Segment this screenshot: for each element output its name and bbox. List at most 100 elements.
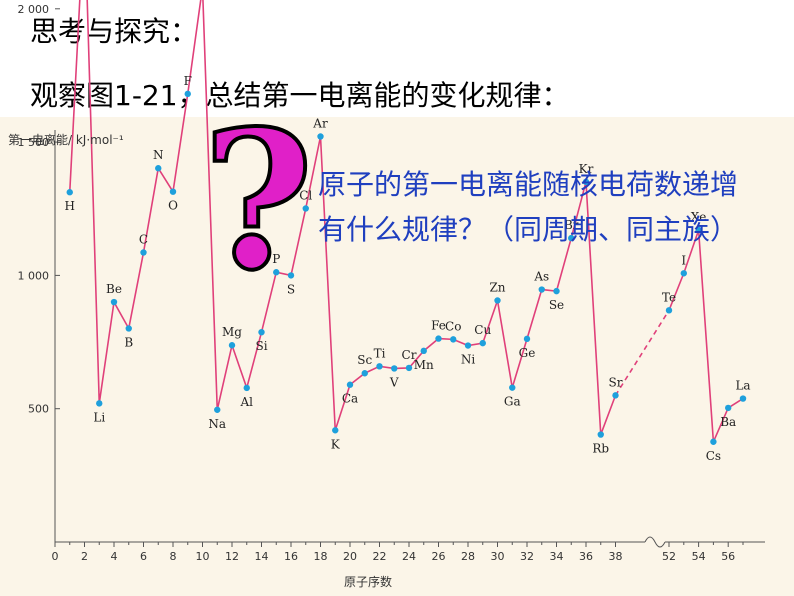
y-tick-label: 2 000 — [18, 3, 50, 16]
data-point-Mg — [228, 342, 236, 349]
x-tick-label: 18 — [314, 550, 328, 563]
element-label-Cr: Cr — [402, 348, 417, 362]
element-label-Kr: Kr — [579, 162, 594, 176]
x-tick-label: 54 — [692, 550, 706, 563]
element-label-Ar: Ar — [312, 117, 328, 131]
x-tick-label: 30 — [491, 550, 505, 563]
heading-observe-figure: 观察图1-21，总结第一电离能的变化规律： — [30, 79, 570, 112]
data-point-Cr — [405, 364, 413, 372]
data-point-B — [125, 325, 132, 332]
data-point-H — [66, 189, 73, 196]
data-point-F — [184, 90, 191, 98]
element-label-Xe: Xe — [691, 210, 707, 224]
element-label-V: V — [389, 375, 399, 389]
element-label-Be: Be — [106, 282, 122, 296]
data-point-Ba — [725, 404, 732, 412]
x-tick-label: 22 — [373, 550, 387, 563]
x-tick-label: 4 — [111, 550, 118, 563]
element-label-Ti: Ti — [374, 346, 386, 360]
x-tick-label: 0 — [52, 550, 59, 563]
y-tick-label: 1 500 — [18, 136, 50, 149]
data-point-I — [680, 270, 687, 277]
element-label-O: O — [168, 199, 178, 213]
x-tick-label: 14 — [255, 550, 269, 563]
data-point-N — [155, 165, 162, 172]
data-point-C — [140, 249, 147, 256]
element-label-N: N — [153, 148, 164, 162]
question-mark-glyph: ? — [208, 122, 308, 282]
data-point-Sc — [361, 370, 368, 377]
data-point-K — [332, 427, 339, 434]
x-tick-label: 6 — [140, 550, 147, 563]
x-axis-label: 原子序数 — [344, 574, 392, 589]
data-point-Sr — [612, 392, 619, 399]
data-point-Kr — [582, 178, 590, 186]
data-point-Cu — [479, 339, 486, 347]
x-tick-label: 52 — [662, 550, 676, 563]
x-tick-label: 2 — [81, 550, 88, 563]
element-label-Co: Co — [445, 319, 461, 333]
element-label-Ga: Ga — [504, 395, 521, 409]
element-label-Sr: Sr — [609, 375, 623, 389]
data-point-Cs — [710, 438, 717, 445]
data-point-Br — [568, 234, 575, 242]
data-point-Ni — [464, 342, 472, 349]
x-tick-label: 16 — [284, 550, 298, 563]
element-label-Sc: Sc — [357, 353, 372, 367]
chart-panel — [0, 117, 794, 596]
x-tick-label: 34 — [550, 550, 564, 563]
data-point-Na — [214, 406, 221, 413]
element-label-Cu: Cu — [474, 323, 491, 337]
element-label-K: K — [331, 437, 341, 451]
data-point-V — [391, 365, 398, 372]
data-point-Ti — [376, 363, 383, 370]
element-label-B: B — [124, 335, 133, 349]
data-point-layer — [66, 90, 747, 445]
data-point-Rb — [597, 431, 604, 438]
element-label-Ba: Ba — [720, 415, 736, 429]
data-point-Li — [96, 400, 103, 407]
data-point-Xe — [695, 226, 702, 234]
x-tick-label: 8 — [170, 550, 177, 563]
element-label-Te: Te — [662, 290, 676, 304]
element-label-As: As — [533, 270, 549, 284]
x-tick-label: 36 — [579, 550, 593, 563]
heading-think-explore: 思考与探究： — [30, 15, 199, 48]
element-label-Cs: Cs — [706, 449, 721, 463]
data-point-As — [538, 286, 545, 293]
y-tick-label: 1 000 — [18, 269, 50, 282]
element-label-Zn: Zn — [489, 280, 505, 294]
data-point-Se — [553, 287, 560, 295]
series-line-after-break — [668, 229, 744, 443]
data-point-Cl — [302, 205, 309, 212]
element-label-Br: Br — [564, 218, 579, 232]
data-point-Si — [258, 328, 265, 336]
x-tick-label: 26 — [432, 550, 446, 563]
element-label-Ge: Ge — [519, 346, 536, 360]
x-tick-label: 20 — [343, 550, 357, 563]
series-dashed-gap — [614, 309, 670, 396]
data-point-Ar — [317, 133, 324, 140]
element-label-Se: Se — [549, 298, 564, 312]
x-tick-label: 38 — [609, 550, 623, 563]
element-label-Mn: Mn — [414, 358, 434, 372]
x-tick-label: 32 — [520, 550, 534, 563]
element-label-Al: Al — [239, 395, 253, 409]
element-label-La: La — [735, 379, 750, 393]
axis-break-mark — [644, 536, 666, 548]
element-label-Cl: Cl — [299, 188, 312, 202]
x-tick-label: 10 — [196, 550, 210, 563]
y-tick-label: 500 — [28, 403, 49, 416]
element-label-Si: Si — [255, 339, 267, 353]
data-point-Zn — [494, 297, 501, 304]
data-point-La — [739, 395, 747, 402]
element-label-Li: Li — [93, 410, 105, 424]
data-point-Ga — [509, 384, 516, 391]
x-tick-label: 28 — [461, 550, 475, 563]
data-point-S — [287, 272, 295, 279]
element-label-P: P — [272, 252, 280, 266]
y-axis-label: 第一电离能/ kJ·mol⁻¹ — [8, 132, 124, 147]
data-point-Be — [110, 298, 118, 306]
element-label-Ni: Ni — [461, 353, 476, 367]
